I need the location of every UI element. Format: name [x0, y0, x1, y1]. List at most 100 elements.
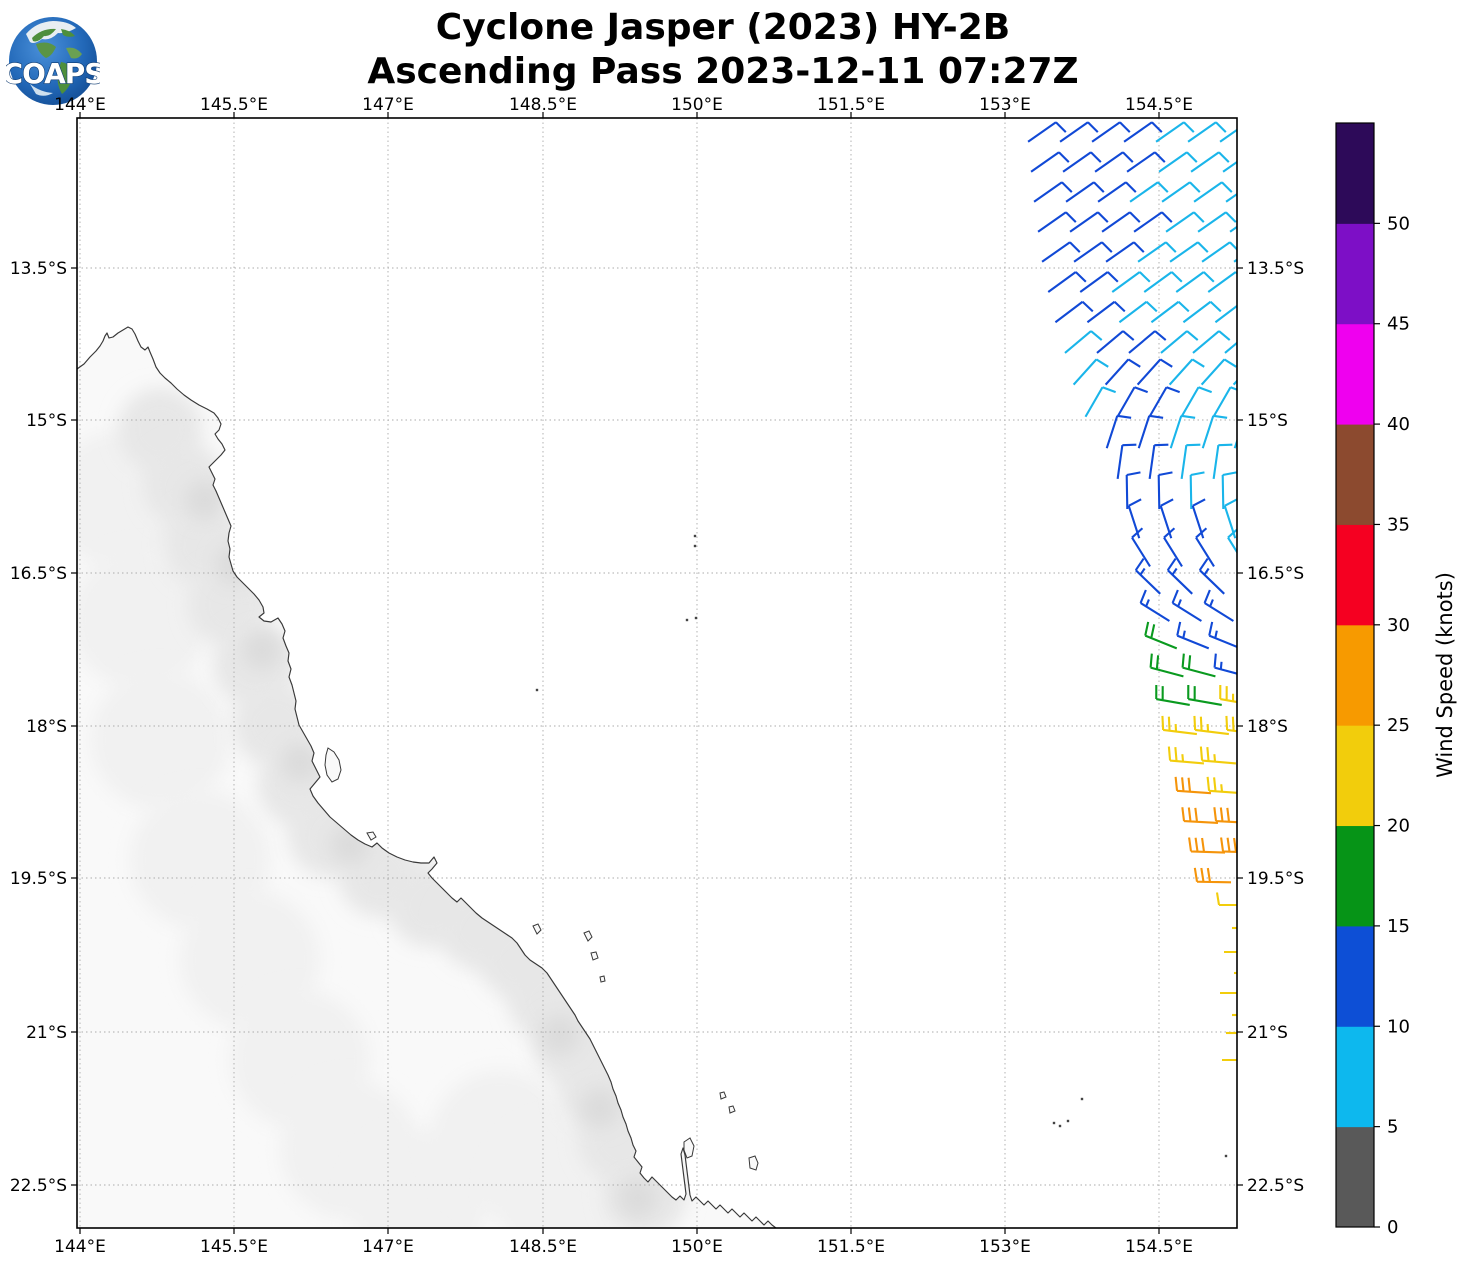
wind-barb — [1047, 271, 1087, 293]
terrain-spot — [330, 825, 370, 865]
x-tick-label-bottom: 145.5°E — [200, 1237, 268, 1257]
wind-barb — [1198, 558, 1225, 595]
wind-barb — [1181, 807, 1219, 824]
wind-barb — [1096, 330, 1135, 354]
y-tick-label-left: 15°S — [26, 411, 67, 431]
y-tick-label-right: 13.5°S — [1247, 259, 1304, 279]
wind-barb — [1137, 241, 1177, 263]
colorbar-segment — [1336, 123, 1374, 224]
wind-barb — [1161, 715, 1198, 736]
coast-layer — [77, 326, 1228, 1228]
wind-barb — [1159, 498, 1174, 539]
x-tick-label-bottom: 144°E — [54, 1237, 106, 1257]
colorbar-tick-label: 35 — [1387, 514, 1410, 535]
axis-layer: 144°E 144°E 145.5°E 145.5°E 147°E 147°E 148.5°… — [10, 95, 1304, 1257]
globe-icon: COAPS — [2, 17, 105, 105]
wind-barb — [1165, 211, 1205, 233]
x-tick-label-top: 153°E — [979, 95, 1031, 115]
wind-barb — [1180, 386, 1213, 418]
wind-barb — [1144, 621, 1178, 650]
wind-barb — [1190, 151, 1230, 173]
wind-barb — [1169, 414, 1196, 449]
x-tick-label-top: 144°E — [54, 95, 106, 115]
y-tick-label-right: 16.5°S — [1247, 564, 1304, 584]
wind-barb — [1104, 358, 1141, 386]
wind-barb — [1139, 589, 1170, 622]
colorbar-segment — [1336, 223, 1374, 325]
wind-barb — [1220, 837, 1237, 854]
island — [590, 951, 599, 961]
wind-barb — [1193, 867, 1232, 884]
x-tick-label-bottom: 150°E — [671, 1237, 723, 1257]
wind-barb — [1195, 527, 1215, 567]
island — [532, 923, 542, 935]
wind-barb — [1073, 241, 1113, 263]
wind-barb — [1212, 443, 1233, 479]
wind-barb — [1219, 121, 1237, 143]
reef-dot — [1066, 1119, 1070, 1123]
wind-barb — [1069, 211, 1109, 233]
wind-barb — [1149, 653, 1184, 678]
colorbar-tick-label: 40 — [1387, 414, 1410, 435]
wind-barb — [1150, 300, 1190, 324]
coaps-logo: COAPS — [2, 14, 105, 108]
y-tick-label-left: 22.5°S — [10, 1176, 67, 1196]
colorbar-tick-label: 0 — [1387, 1217, 1398, 1238]
wind-barb — [1174, 776, 1212, 795]
terrain-spot — [90, 670, 230, 810]
colorbar-tick-label: 20 — [1387, 816, 1410, 837]
colorbar-tick-label: 30 — [1387, 615, 1410, 636]
wind-barb — [1054, 300, 1094, 324]
wind-barb — [1163, 527, 1183, 567]
wind-barb — [1064, 330, 1103, 354]
wind-barb — [1188, 837, 1226, 854]
wind-barb — [1224, 330, 1237, 354]
chart-subtitle: Ascending Pass 2023-12-11 07:27Z — [367, 51, 1079, 92]
wind-barb — [1086, 300, 1126, 324]
colorbar-segment — [1336, 1026, 1374, 1128]
wind-barb — [1160, 330, 1199, 354]
wind-barb — [1201, 414, 1228, 449]
y-tick-label-left: 18°S — [26, 717, 67, 737]
wind-barb — [1097, 181, 1137, 203]
wind-barb — [1041, 241, 1081, 263]
terrain-spot — [215, 545, 255, 585]
colorbar-tick-label: 45 — [1387, 314, 1410, 335]
reef-dot — [694, 616, 698, 620]
wind-barb — [1143, 271, 1183, 293]
wind-barb — [1223, 498, 1237, 539]
wind-barb — [1158, 151, 1198, 173]
wind-barb — [1171, 589, 1202, 622]
y-tick-label-left: 21°S — [26, 1023, 67, 1043]
wind-barb — [1065, 181, 1105, 203]
wind-barb — [1203, 589, 1234, 622]
island — [324, 747, 342, 783]
wind-barb — [1219, 685, 1237, 706]
island — [719, 1091, 727, 1100]
wind-barb — [1225, 181, 1237, 203]
chart-title: Cyclone Jasper (2023) HY-2B — [435, 7, 1011, 48]
wind-barb — [1155, 685, 1190, 706]
wind-barb — [1187, 121, 1227, 143]
wind-barb — [1134, 558, 1161, 595]
wind-barb — [1133, 211, 1173, 233]
wind-barb — [1169, 241, 1209, 263]
colorbar-segment — [1336, 524, 1374, 626]
coastline — [77, 326, 777, 1228]
reef-dot — [693, 534, 697, 538]
wind-barb — [1137, 414, 1164, 449]
wind-barb — [1182, 300, 1222, 324]
x-tick-label-top: 147°E — [362, 95, 414, 115]
terrain-spot — [77, 550, 210, 690]
reef-dot — [1080, 1097, 1084, 1101]
colorbar-outline — [1335, 122, 1375, 1228]
wind-barb — [1062, 151, 1102, 173]
y-tick-label-right: 15°S — [1247, 411, 1288, 431]
wind-barb — [1105, 414, 1132, 449]
wind-barb — [1155, 121, 1195, 143]
wind-barb-layer — [1027, 121, 1237, 1062]
wind-barb — [1091, 121, 1131, 143]
island — [366, 831, 377, 841]
wind-barb — [1214, 300, 1237, 324]
